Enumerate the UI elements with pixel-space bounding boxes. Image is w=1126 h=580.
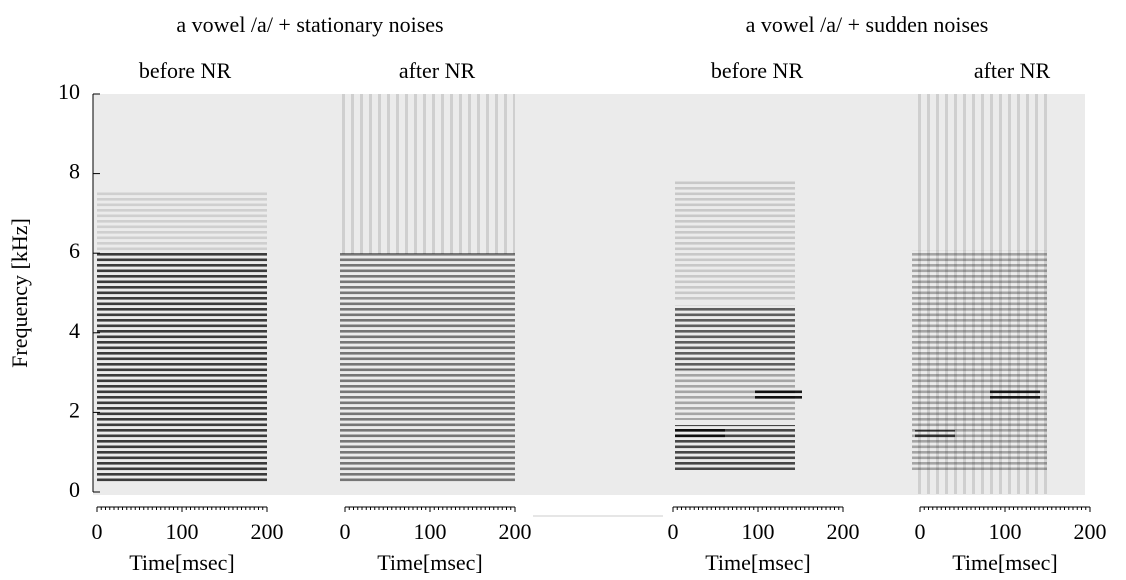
x-tick-label: 100 [742, 519, 775, 544]
y-tick-label: 0 [69, 477, 80, 502]
panel-title: after NR [974, 58, 1051, 83]
x-tick-label: 200 [499, 519, 532, 544]
x-tick-label: 0 [668, 519, 679, 544]
panel-title: before NR [139, 58, 232, 83]
spectrogram-band [340, 253, 515, 483]
y-tick-label: 2 [69, 397, 80, 422]
x-axis-label: Time[msec] [129, 550, 235, 575]
x-tick-label: 100 [989, 519, 1022, 544]
group-title: a vowel /a/ + stationary noises [176, 12, 443, 37]
x-tick-label: 0 [92, 519, 103, 544]
spectrogram-band [340, 94, 515, 254]
y-axis-label: Frequency [kHz] [7, 218, 32, 368]
spectrogram-band [755, 388, 802, 400]
x-axis-label: Time[msec] [952, 550, 1058, 575]
x-tick-label: 200 [827, 519, 860, 544]
spectrogram-band [675, 180, 795, 300]
x-tick-label: 0 [340, 519, 351, 544]
x-tick-label: 100 [166, 519, 199, 544]
x-tick-label: 200 [1074, 519, 1107, 544]
spectrogram-band [675, 428, 725, 440]
panel-title: after NR [399, 58, 476, 83]
spectrogram-band [97, 253, 267, 483]
panel-title: before NR [711, 58, 804, 83]
y-tick-label: 10 [58, 79, 80, 104]
spectrogram-band [990, 388, 1040, 400]
y-tick-label: 6 [69, 238, 80, 263]
y-tick-label: 4 [69, 318, 80, 343]
spectrogram-band [915, 430, 955, 440]
x-axis-label: Time[msec] [705, 550, 811, 575]
spectrogram-band [97, 190, 267, 253]
y-tick-label: 8 [69, 159, 80, 184]
x-tick-label: 200 [251, 519, 284, 544]
x-tick-label: 0 [915, 519, 926, 544]
group-title: a vowel /a/ + sudden noises [746, 12, 989, 37]
x-axis-label: Time[msec] [377, 550, 483, 575]
x-tick-label: 100 [414, 519, 447, 544]
spectrogram-band [675, 305, 795, 370]
